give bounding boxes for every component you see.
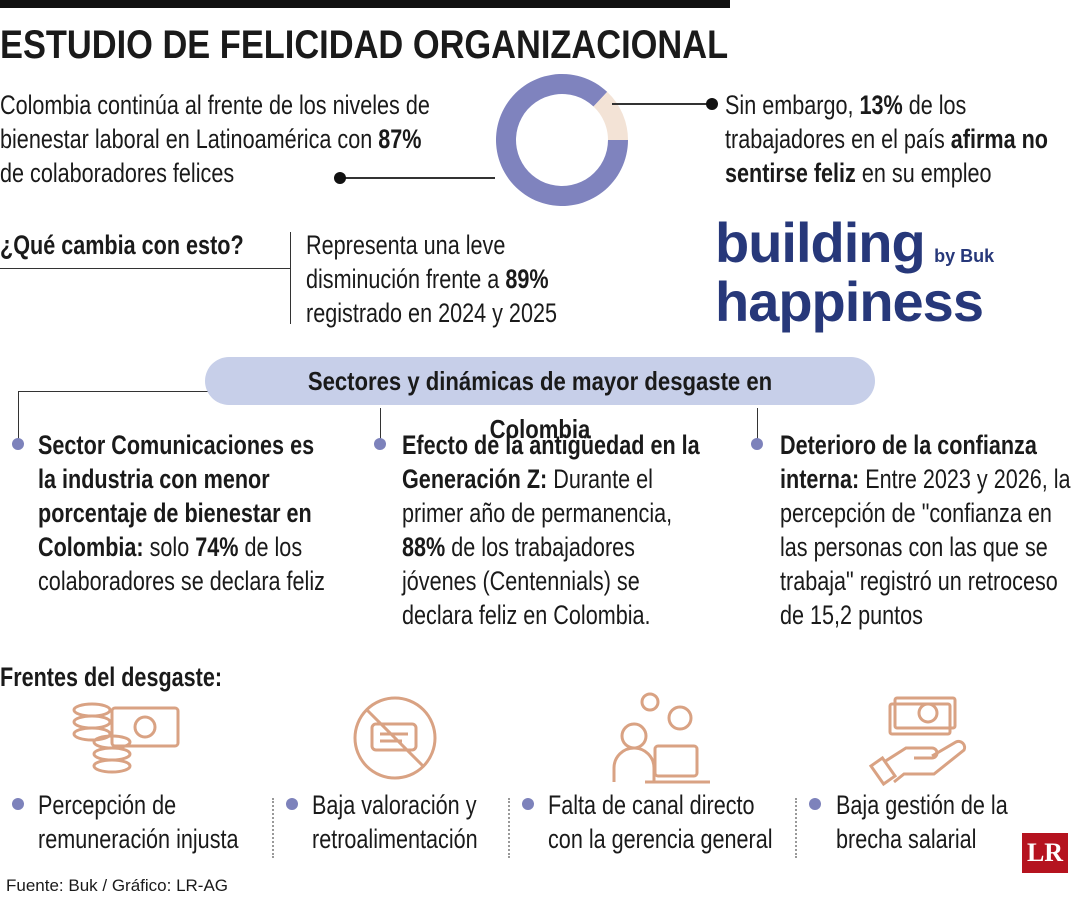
connector-dot <box>334 172 346 184</box>
icon-manager <box>612 692 710 784</box>
text-run: Sin embargo, <box>725 90 860 120</box>
text-run: afirma no sentirse feliz <box>725 124 1048 188</box>
sector-text: Efecto de la antigüedad en la Generación… <box>402 428 706 632</box>
logo-line: building <box>715 211 926 274</box>
bullet <box>751 438 763 450</box>
section-pill: Sectores y dinámicas de mayor desgaste e… <box>205 357 875 444</box>
text-run: de colaboradores felices <box>0 158 235 188</box>
rule <box>0 268 290 269</box>
separator <box>272 798 274 858</box>
bullet <box>12 438 24 450</box>
title: ESTUDIO DE FELICIDAD ORGANIZACIONAL <box>0 23 729 67</box>
text-run: en su empleo <box>855 158 992 188</box>
icon-salary <box>868 696 967 787</box>
sector-text: Deterioro de la confianza interna: Entre… <box>780 428 1080 632</box>
rule <box>757 408 758 441</box>
text-run: Entre 2023 y 2026, la percepción de "con… <box>780 464 1071 630</box>
text-run: Representa una leve disminución frente a <box>306 230 506 294</box>
intro-right: Sin embargo, 13% de los trabajadores en … <box>725 88 1069 190</box>
front-text: Falta de canal directo con la gerencia g… <box>548 790 773 854</box>
text-run: Colombia continúa al frente de los nivel… <box>0 90 430 154</box>
donut <box>496 74 628 206</box>
front-text: Baja valoración y retroalimentación <box>312 790 478 854</box>
donut-segment <box>593 91 628 140</box>
connector <box>340 177 495 179</box>
bullet <box>809 798 821 810</box>
rule <box>380 408 381 441</box>
bullet <box>374 438 386 450</box>
text-run: de los colaboradores se declara feliz <box>38 532 325 596</box>
bullet <box>522 798 534 810</box>
text-run: 87% <box>378 124 422 154</box>
icon-no-feedback <box>353 696 437 780</box>
brand-logo: LR <box>1022 833 1068 873</box>
answer: Representa una leve disminución frente a… <box>306 228 586 330</box>
rule <box>290 232 291 324</box>
front-text: Baja gestión de la brecha salarial <box>836 790 1008 854</box>
front-text: Percepción de remuneración injusta <box>38 790 239 854</box>
rule <box>18 391 218 392</box>
bullet <box>12 798 24 810</box>
intro-left: Colombia continúa al frente de los nivel… <box>0 88 432 190</box>
bullet <box>286 798 298 810</box>
text-run: 89% <box>505 264 549 294</box>
logo-by: by Buk <box>934 246 995 266</box>
connector-dot <box>706 98 718 110</box>
text-run: Deterioro de la confianza interna: <box>780 430 1037 494</box>
text-run: Efecto de la antigüedad en la Generación… <box>402 430 700 494</box>
logo-line: happiness <box>715 270 984 333</box>
text-run: de los trabajadores jóvenes (Centennials… <box>402 532 651 630</box>
connector <box>612 103 712 105</box>
text-run: Sector Comunicaciones es la industria co… <box>38 430 315 562</box>
text-run: solo <box>143 532 196 562</box>
icons <box>72 692 967 787</box>
top-bar <box>0 0 730 8</box>
text-run: 88% <box>402 532 446 562</box>
text-run: 13% <box>859 90 903 120</box>
text-run: registrado en 2024 y 2025 <box>306 298 557 328</box>
logo: building by Buk happiness <box>715 212 994 330</box>
separator <box>795 798 797 858</box>
donut-segment <box>496 74 628 206</box>
text-run: de los trabajadores en el país <box>725 90 967 154</box>
fronts-title: Frentes del desgaste: <box>0 662 223 692</box>
icon-money <box>72 702 180 774</box>
sector-text: Sector Comunicaciones es la industria co… <box>38 428 334 598</box>
source: Fuente: Buk / Gráfico: LR-AG <box>6 876 229 895</box>
text-run: Durante el primer año de permanencia, <box>402 464 673 528</box>
section-title: Sectores y dinámicas de mayor desgaste e… <box>307 366 773 444</box>
rule <box>18 391 19 441</box>
text-run: 74% <box>195 532 239 562</box>
separator <box>508 798 510 858</box>
question: ¿Qué cambia con esto? <box>0 230 244 260</box>
